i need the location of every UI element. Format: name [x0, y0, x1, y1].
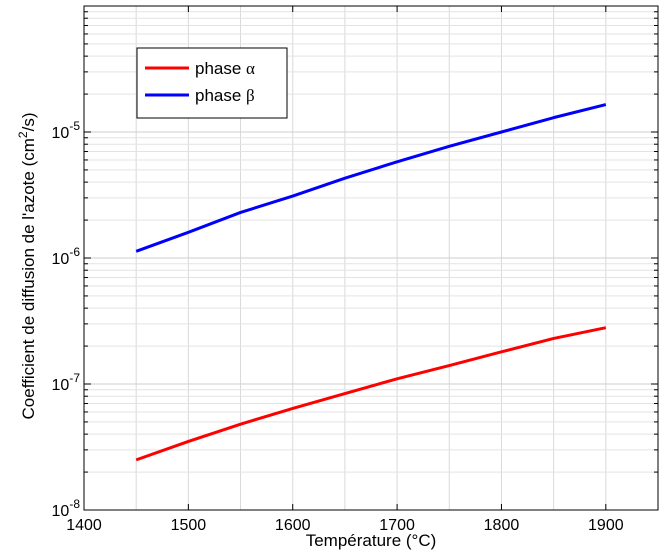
- y-axis-label-superscript: 2: [16, 131, 30, 138]
- x-tick-labels: 1400 1500 1600 1700 1800 1900: [66, 517, 624, 534]
- legend-box: [136, 47, 288, 119]
- series-line-1: [135, 326, 607, 462]
- y-axis-label-base: Coefficient de diffusion de l'azote (cm: [19, 138, 38, 419]
- x-tick-label: 1400: [66, 517, 102, 534]
- legend-label-2: phase β: [195, 86, 255, 105]
- grid: [84, 6, 658, 510]
- series-line-2: [135, 103, 607, 253]
- legend-label-1: phase α: [195, 59, 255, 78]
- x-tick-label: 1800: [484, 517, 520, 534]
- x-tick-label: 1900: [588, 517, 624, 534]
- x-axis-label: Température (°C): [306, 531, 437, 550]
- y-tick-label: 10-8: [52, 497, 81, 520]
- y-tick-label: 10-6: [52, 245, 81, 268]
- y-axis-label-end: /s): [19, 113, 38, 132]
- y-tick-label: 10-7: [52, 371, 81, 394]
- y-tick-label: 10-5: [52, 119, 81, 142]
- x-tick-label: 1700: [379, 517, 415, 534]
- x-tick-label: 1600: [275, 517, 311, 534]
- y-axis-label: Coefficient de diffusion de l'azote (cm2…: [16, 113, 38, 420]
- y-tick-labels: 10-8 10-7 10-6 10-5: [52, 119, 81, 520]
- legend: phase α phase β: [136, 47, 288, 119]
- x-tick-label: 1500: [171, 517, 207, 534]
- series-layer: [135, 103, 607, 462]
- tick-marks: [83, 6, 658, 511]
